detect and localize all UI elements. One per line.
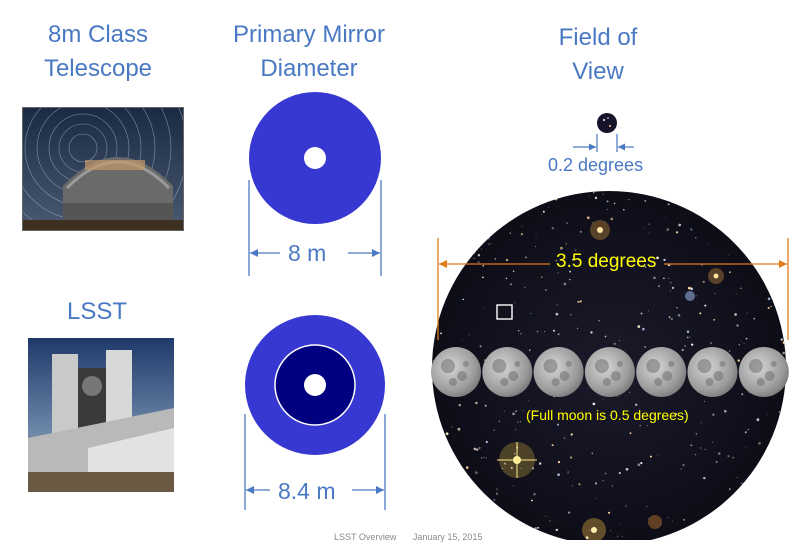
moon	[534, 347, 584, 397]
moon-crater	[662, 371, 672, 381]
moon-crater	[698, 359, 712, 373]
moon-crater	[646, 359, 660, 373]
large-fov-label: 3.5 degrees	[556, 251, 656, 273]
moon	[585, 347, 635, 397]
moon	[739, 347, 789, 397]
moon-crater	[668, 361, 674, 367]
moon-crater	[617, 361, 623, 367]
moon-crater	[765, 371, 775, 381]
moon-crater	[552, 378, 560, 386]
moon	[688, 347, 738, 397]
moon-crater	[514, 361, 520, 367]
moon-crater	[441, 359, 455, 373]
moon-crater	[757, 378, 765, 386]
small-field-of-view	[597, 113, 617, 133]
moon-crater	[457, 371, 467, 381]
footer: LSST Overview January 15, 2015	[334, 532, 496, 542]
moon-crater	[492, 359, 506, 373]
moon-crater	[654, 378, 662, 386]
moon-crater	[749, 359, 763, 373]
moon	[636, 347, 686, 397]
moon-crater	[566, 361, 572, 367]
moon-crater	[611, 371, 621, 381]
moon-crater	[714, 371, 724, 381]
moon	[431, 347, 481, 397]
small-fov-label: 0.2 degrees	[548, 154, 643, 176]
footer-left: LSST Overview	[334, 532, 396, 542]
footer-right: January 15, 2015	[413, 532, 483, 542]
moon-crater	[603, 378, 611, 386]
moon-crater	[595, 359, 609, 373]
moon-crater	[449, 378, 457, 386]
moon-crater	[508, 371, 518, 381]
moon-crater	[771, 361, 777, 367]
moon	[482, 347, 532, 397]
moon-crater	[720, 361, 726, 367]
moon-crater	[544, 359, 558, 373]
moon-crater	[560, 371, 570, 381]
moon-crater	[463, 361, 469, 367]
moon-crater	[706, 378, 714, 386]
moon-crater	[500, 378, 508, 386]
moon-note: (Full moon is 0.5 degrees)	[526, 406, 689, 424]
